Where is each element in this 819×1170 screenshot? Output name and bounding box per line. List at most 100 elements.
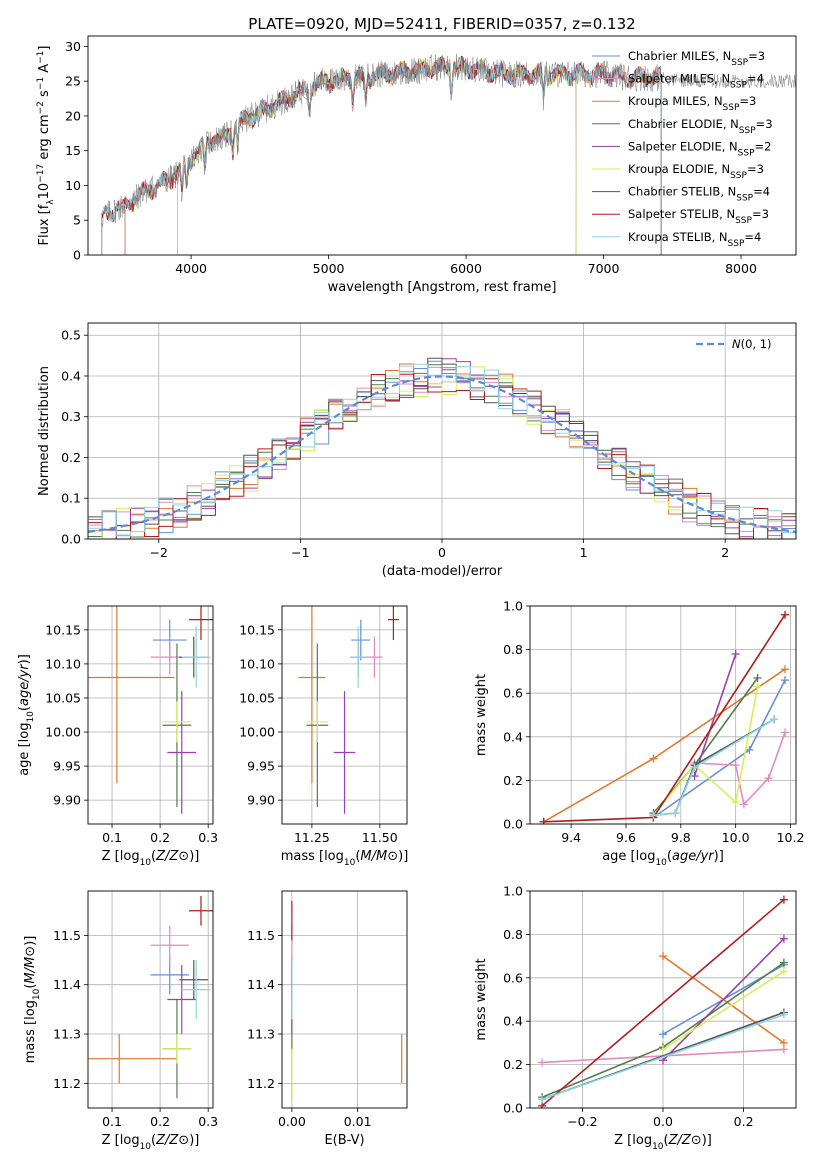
y-axis-label: mass [log10(M/M⊙)] [23, 936, 42, 1064]
histogram-kroupa-elodie [88, 366, 796, 539]
x-tick-label: 6000 [450, 261, 482, 276]
legend-entry: Salpeter ELODIE, NSSP=2 [628, 139, 771, 158]
weight-line-salpeter-elodie [693, 653, 737, 777]
errorbar-kroupa-stelib [181, 626, 211, 688]
weight-point-chabrier-elodie [753, 673, 762, 682]
y-tick-label: 9.95 [53, 759, 81, 774]
weight-point-chabrier-miles [659, 1030, 667, 1039]
x-axis-label: E(B-V) [324, 1133, 364, 1148]
x-tick-label: 7000 [588, 261, 620, 276]
y-tick-label: 0.6 [503, 686, 523, 701]
y-tick-label: 0.2 [61, 450, 81, 465]
x-tick-label: −0.2 [567, 1114, 597, 1129]
errorbar-kroupa-elodie [162, 1034, 192, 1064]
weight-point-kroupa-elodie [753, 682, 762, 691]
y-tick-label: 15 [65, 143, 81, 158]
y-axis-label: Flux [fλ10−17 erg cm−2 s−1 A−1] [36, 46, 56, 246]
weight-vs-z-plot-area [538, 895, 788, 1108]
x-tick-label: 2 [721, 545, 729, 560]
x-tick-label: 5000 [313, 261, 345, 276]
y-tick-label: 5 [73, 213, 81, 228]
y-axis-label: mass weight [474, 674, 489, 756]
weight-point-kroupa-miles [781, 665, 790, 674]
y-tick-label: 0.5 [61, 328, 81, 343]
errorbar-kroupa-stelib [181, 960, 211, 1020]
errorbar-salpeter-miles [366, 636, 383, 678]
x-tick-label: 0.3 [198, 1114, 218, 1129]
weight-line-salpeter-stelib [541, 899, 785, 1107]
weight-point-kroupa-miles [649, 754, 658, 763]
x-tick-label: 9.8 [671, 830, 691, 845]
legend-entry: Kroupa STELIB, NSSP=4 [628, 230, 761, 249]
weight-point-salpeter-elodie [779, 934, 788, 943]
weight-point-salpeter-miles [731, 761, 740, 770]
y-tick-label: 30 [65, 39, 81, 54]
mass-vs-z-axes: 0.1 0.2 0.3 11.2 11.3 11.4 11.5 Z [log10(Z/Z⊙)]… [23, 890, 218, 1152]
y-tick-label: 9.95 [247, 759, 275, 774]
errorbar-salpeter-stelib [188, 895, 213, 926]
figure-title: PLATE=0920, MJD=52411, FIBERID=0357, z=0… [248, 15, 635, 33]
y-tick-label: 0.4 [503, 729, 523, 744]
y-tick-label: 0.0 [503, 1101, 523, 1116]
weight-point-kroupa-elodie [659, 1045, 667, 1054]
legend-entry: Kroupa MILES, NSSP=3 [628, 94, 756, 113]
x-tick-label: 1 [580, 545, 588, 560]
y-tick-label: 10.05 [239, 690, 275, 705]
spectrum-model-salpeter-elodie [177, 55, 577, 255]
weight-point-salpeter-elodie [690, 772, 699, 781]
x-tick-label: 9.6 [616, 830, 636, 845]
errorbar-salpeter-stelib [387, 606, 399, 641]
errorbar-salpeter-stelib [188, 606, 213, 641]
x-axis-label: wavelength [Angstrom, rest frame] [328, 280, 557, 295]
y-tick-label: 11.4 [53, 977, 81, 992]
y-tick-label: 10.00 [239, 725, 275, 740]
legend-entry: Chabrier STELIB, NSSP=4 [628, 185, 770, 204]
age-vs-mass-axes: 11.25 11.50 9.90 9.95 10.00 10.05 10.10 10.15 ma… [239, 605, 409, 868]
y-tick-label: 9.90 [247, 793, 275, 808]
histogram-kroupa-stelib [88, 363, 796, 537]
x-axis-label: Z [log10(Z/Z⊙)] [102, 849, 200, 868]
weight-point-kroupa-stelib [671, 809, 680, 818]
y-tick-label: 10.05 [45, 690, 81, 705]
residuals-axes: −2 −1 0 1 2 0.0 0.1 0.2 0.3 0.4 0.5 (data-model)/er… [37, 322, 797, 579]
y-tick-label: 0.3 [61, 409, 81, 424]
y-tick-label: 25 [65, 74, 81, 89]
x-tick-label: 8000 [725, 261, 757, 276]
age-vs-z-axes: 0.1 0.2 0.3 9.90 9.95 10.00 10.05 10.10 10.15 Z [… [17, 605, 218, 868]
weight-line-salpeter-elodie [662, 938, 785, 1061]
legend-entry: Chabrier MILES, NSSP=3 [628, 49, 765, 68]
histogram-chabrier-stelib [88, 357, 796, 535]
weight-point-kroupa-stelib [770, 715, 779, 724]
y-tick-label: 11.4 [247, 977, 275, 992]
y-tick-label: 10.00 [45, 725, 81, 740]
weight-line-salpeter-miles [694, 732, 786, 807]
weight-vs-age-axes: 9.4 9.6 9.8 10.0 10.2 0.0 0.2 0.4 0.6 0.8 1.0 age [… [474, 599, 804, 869]
mass-vs-ebv-plot-area [291, 900, 403, 1099]
x-tick-label: 0.1 [102, 830, 122, 845]
y-tick-label: 1.0 [503, 884, 523, 899]
weight-line-kroupa-stelib [653, 718, 775, 817]
x-axis-label: mass [log10(M/M⊙)] [281, 849, 409, 868]
x-axis-label: Z [log10(Z/Z⊙)] [102, 1133, 200, 1152]
weight-point-kroupa-elodie [731, 798, 740, 807]
residuals-legend: N(0, 1) [696, 337, 772, 351]
spectrum-model-kroupa-elodie [177, 56, 577, 255]
spectrum-plot-area [101, 53, 796, 255]
y-tick-label: 20 [65, 108, 81, 123]
y-axis-label: mass weight [474, 958, 489, 1040]
x-tick-label: 0.2 [150, 830, 170, 845]
y-axis-label: age [log10(age/yr)] [17, 654, 36, 776]
y-tick-label: 10.10 [239, 656, 275, 671]
y-tick-label: 0.0 [61, 532, 81, 547]
x-tick-label: 9.4 [561, 830, 581, 845]
mass-vs-z-plot-area [88, 895, 213, 1099]
y-tick-label: 11.2 [247, 1076, 275, 1091]
x-tick-label: 0 [438, 545, 446, 560]
errorbar-kroupa-miles [88, 606, 175, 784]
weight-point-kroupa-stelib [649, 811, 658, 820]
x-tick-label: 10.0 [722, 830, 750, 845]
spectrum-model-kroupa-stelib [101, 57, 662, 255]
x-tick-label: 4000 [175, 261, 207, 276]
weight-point-salpeter-miles [781, 728, 790, 737]
errorbar-kroupa-miles [88, 1034, 177, 1084]
